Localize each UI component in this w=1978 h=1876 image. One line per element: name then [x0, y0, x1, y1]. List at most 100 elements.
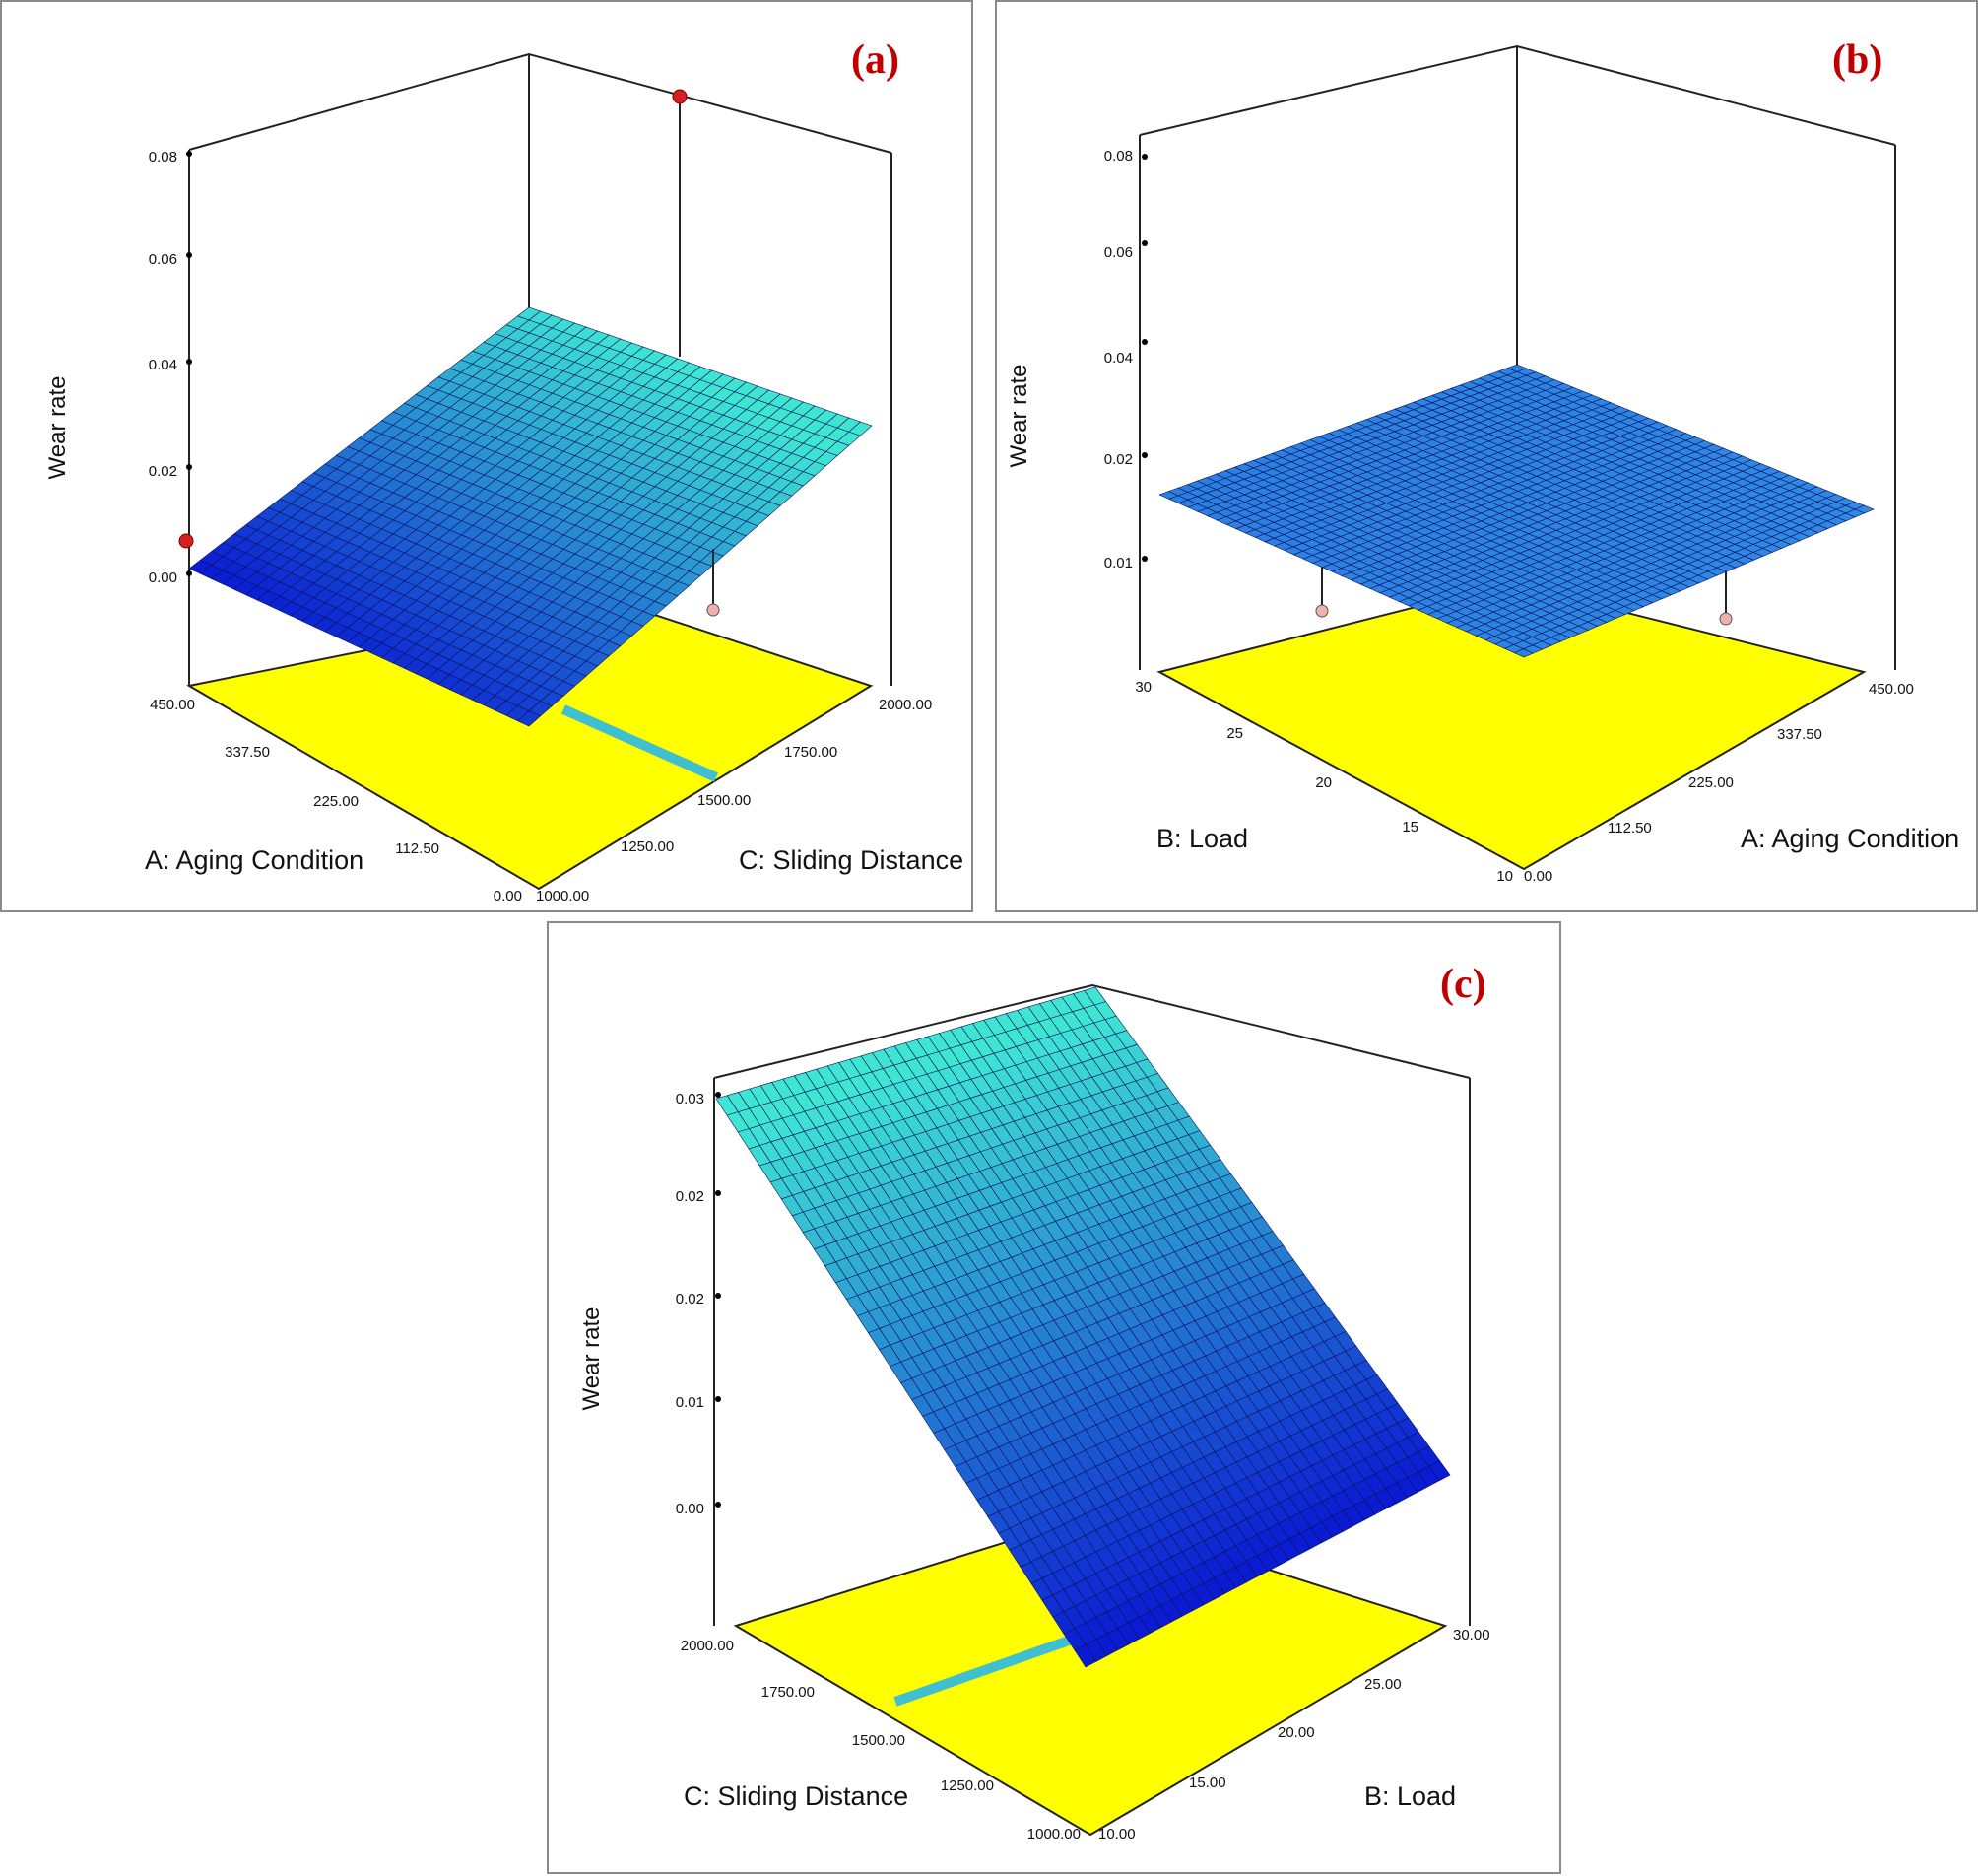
z-tick-dot: [186, 252, 192, 258]
z-tick-dot: [715, 1396, 721, 1402]
z-tick-dot: [1142, 556, 1148, 562]
back-wall-top-edge: [713, 983, 1471, 1079]
y-tick-label: 112.50: [1608, 820, 1652, 837]
z-tick-label: 0.00: [676, 1501, 704, 1517]
z-tick-label: 0.02: [149, 463, 177, 480]
z-tick-dot: [1142, 452, 1148, 458]
x-axis-ticks-a: 450.00 337.50 225.00 112.50 0.00: [150, 697, 522, 904]
y-axis-title-a: C: Sliding Distance: [739, 845, 963, 875]
y-tick-label: 1500.00: [697, 792, 751, 809]
x-tick-label: 112.50: [395, 840, 439, 857]
z-tick-dot: [715, 1293, 721, 1299]
z-tick-dot: [186, 570, 192, 576]
y-tick-label: 1250.00: [621, 838, 674, 855]
design-point-hidden: [1719, 612, 1733, 626]
y-tick-label: 25.00: [1364, 1676, 1402, 1693]
panel-label-a: (a): [851, 37, 899, 83]
z-tick-dot: [186, 151, 192, 157]
x-tick-label: 1000.00: [1027, 1826, 1081, 1842]
z-tick-label: 0.00: [149, 570, 177, 586]
x-tick-label: 0.00: [494, 888, 522, 904]
design-point-hidden: [1315, 604, 1329, 618]
z-tick-label: 0.02: [676, 1291, 704, 1307]
x-tick-label: 225.00: [313, 793, 359, 810]
z-tick-label: 0.06: [1104, 244, 1133, 261]
surface-cell: [1084, 986, 1107, 1006]
z-tick-label: 0.06: [149, 251, 177, 268]
y-axis-ticks-b: 0.00 112.50 225.00 337.50 450.00: [1524, 681, 1914, 885]
y-axis-title-b: A: Aging Condition: [1741, 824, 1959, 853]
z-axis-ticks-a: 0.00 0.02 0.04 0.06 0.08: [149, 149, 192, 586]
z-tick-label: 0.03: [676, 1091, 704, 1107]
x-tick-label: 30: [1135, 679, 1152, 696]
surface-plot-a: 0.00 0.02 0.04 0.06 0.08 450.00 337.50 2…: [44, 37, 963, 904]
response-surface-a: [188, 306, 873, 727]
surface-plot-b: 0.01 0.02 0.04 0.06 0.08 30 25 20 15 10 …: [1006, 37, 1959, 885]
y-tick-label: 450.00: [1869, 681, 1914, 698]
y-axis-title-c: B: Load: [1364, 1781, 1456, 1811]
y-tick-label: 2000.00: [879, 697, 932, 713]
z-axis-title-a: Wear rate: [44, 376, 71, 480]
x-axis-title-a: A: Aging Condition: [145, 845, 363, 875]
z-tick-label: 0.04: [1104, 350, 1133, 367]
z-tick-dot: [715, 1092, 721, 1098]
y-tick-label: 0.00: [1524, 868, 1552, 885]
z-tick-dot: [1142, 339, 1148, 345]
z-tick-dot: [186, 359, 192, 365]
x-tick-label: 25: [1226, 725, 1243, 742]
z-axis-ticks-c: 0.00 0.01 0.02 0.02 0.03: [676, 1091, 721, 1517]
floor-plane-c: [733, 1512, 1448, 1837]
x-tick-label: 1250.00: [941, 1777, 994, 1794]
y-tick-label: 30.00: [1453, 1627, 1490, 1643]
floor-contour-c: [893, 1630, 1088, 1707]
y-tick-label: 1000.00: [536, 888, 589, 904]
x-axis-ticks-b: 30 25 20 15 10: [1135, 679, 1513, 885]
x-tick-label: 15: [1402, 819, 1418, 836]
x-tick-label: 10: [1496, 868, 1513, 885]
y-tick-label: 337.50: [1777, 726, 1822, 743]
panel-label-c: (c): [1440, 962, 1486, 1007]
z-tick-label: 0.04: [149, 357, 177, 373]
y-tick-label: 20.00: [1278, 1724, 1315, 1741]
x-tick-label: 450.00: [150, 697, 195, 713]
z-tick-label: 0.02: [676, 1188, 704, 1205]
floor-contour-a: [560, 704, 719, 782]
z-tick-dot: [715, 1502, 721, 1508]
panel-c: 0.00 0.01 0.02 0.02 0.03 2000.00 1750.00…: [547, 921, 1561, 1874]
y-tick-label: 15.00: [1189, 1775, 1226, 1791]
x-axis-ticks-c: 2000.00 1750.00 1500.00 1250.00 1000.00: [681, 1638, 1081, 1842]
panel-a: 0.00 0.02 0.04 0.06 0.08 450.00 337.50 2…: [0, 0, 973, 912]
y-tick-label: 225.00: [1688, 774, 1734, 791]
x-tick-label: 1750.00: [761, 1684, 815, 1701]
z-tick-label: 0.02: [1104, 451, 1133, 468]
panel-label-b: (b): [1832, 37, 1882, 83]
panel-b: 0.01 0.02 0.04 0.06 0.08 30 25 20 15 10 …: [995, 0, 1978, 912]
response-surface-b: [1158, 364, 1875, 658]
z-tick-label: 0.08: [149, 149, 177, 166]
y-axis-ticks-a: 1000.00 1250.00 1500.00 1750.00 2000.00: [536, 697, 932, 904]
design-point-high: [672, 89, 688, 104]
design-point-low: [178, 533, 194, 549]
z-tick-label: 0.08: [1104, 148, 1133, 165]
z-tick-label: 0.01: [676, 1394, 704, 1411]
z-axis-title-b: Wear rate: [1006, 365, 1032, 468]
x-tick-label: 1500.00: [852, 1732, 905, 1749]
z-tick-dot: [186, 464, 192, 470]
x-axis-title-b: B: Load: [1156, 824, 1248, 853]
surface-cell: [848, 421, 873, 436]
z-tick-label: 0.01: [1104, 555, 1133, 571]
design-point-hidden: [706, 603, 720, 617]
x-tick-label: 337.50: [225, 744, 270, 761]
back-wall-top-edge: [188, 52, 892, 154]
y-axis-ticks-c: 10.00 15.00 20.00 25.00 30.00: [1098, 1627, 1490, 1842]
x-axis-title-c: C: Sliding Distance: [684, 1781, 908, 1811]
x-tick-label: 2000.00: [681, 1638, 734, 1654]
z-axis-ticks-b: 0.01 0.02 0.04 0.06 0.08: [1104, 148, 1148, 571]
z-tick-dot: [1142, 154, 1148, 160]
z-tick-dot: [715, 1190, 721, 1196]
y-tick-label: 1750.00: [784, 744, 837, 761]
floor-plane-b: [1156, 581, 1867, 871]
y-tick-label: 10.00: [1098, 1826, 1136, 1842]
z-axis-title-c: Wear rate: [578, 1307, 605, 1411]
z-tick-dot: [1142, 240, 1148, 246]
